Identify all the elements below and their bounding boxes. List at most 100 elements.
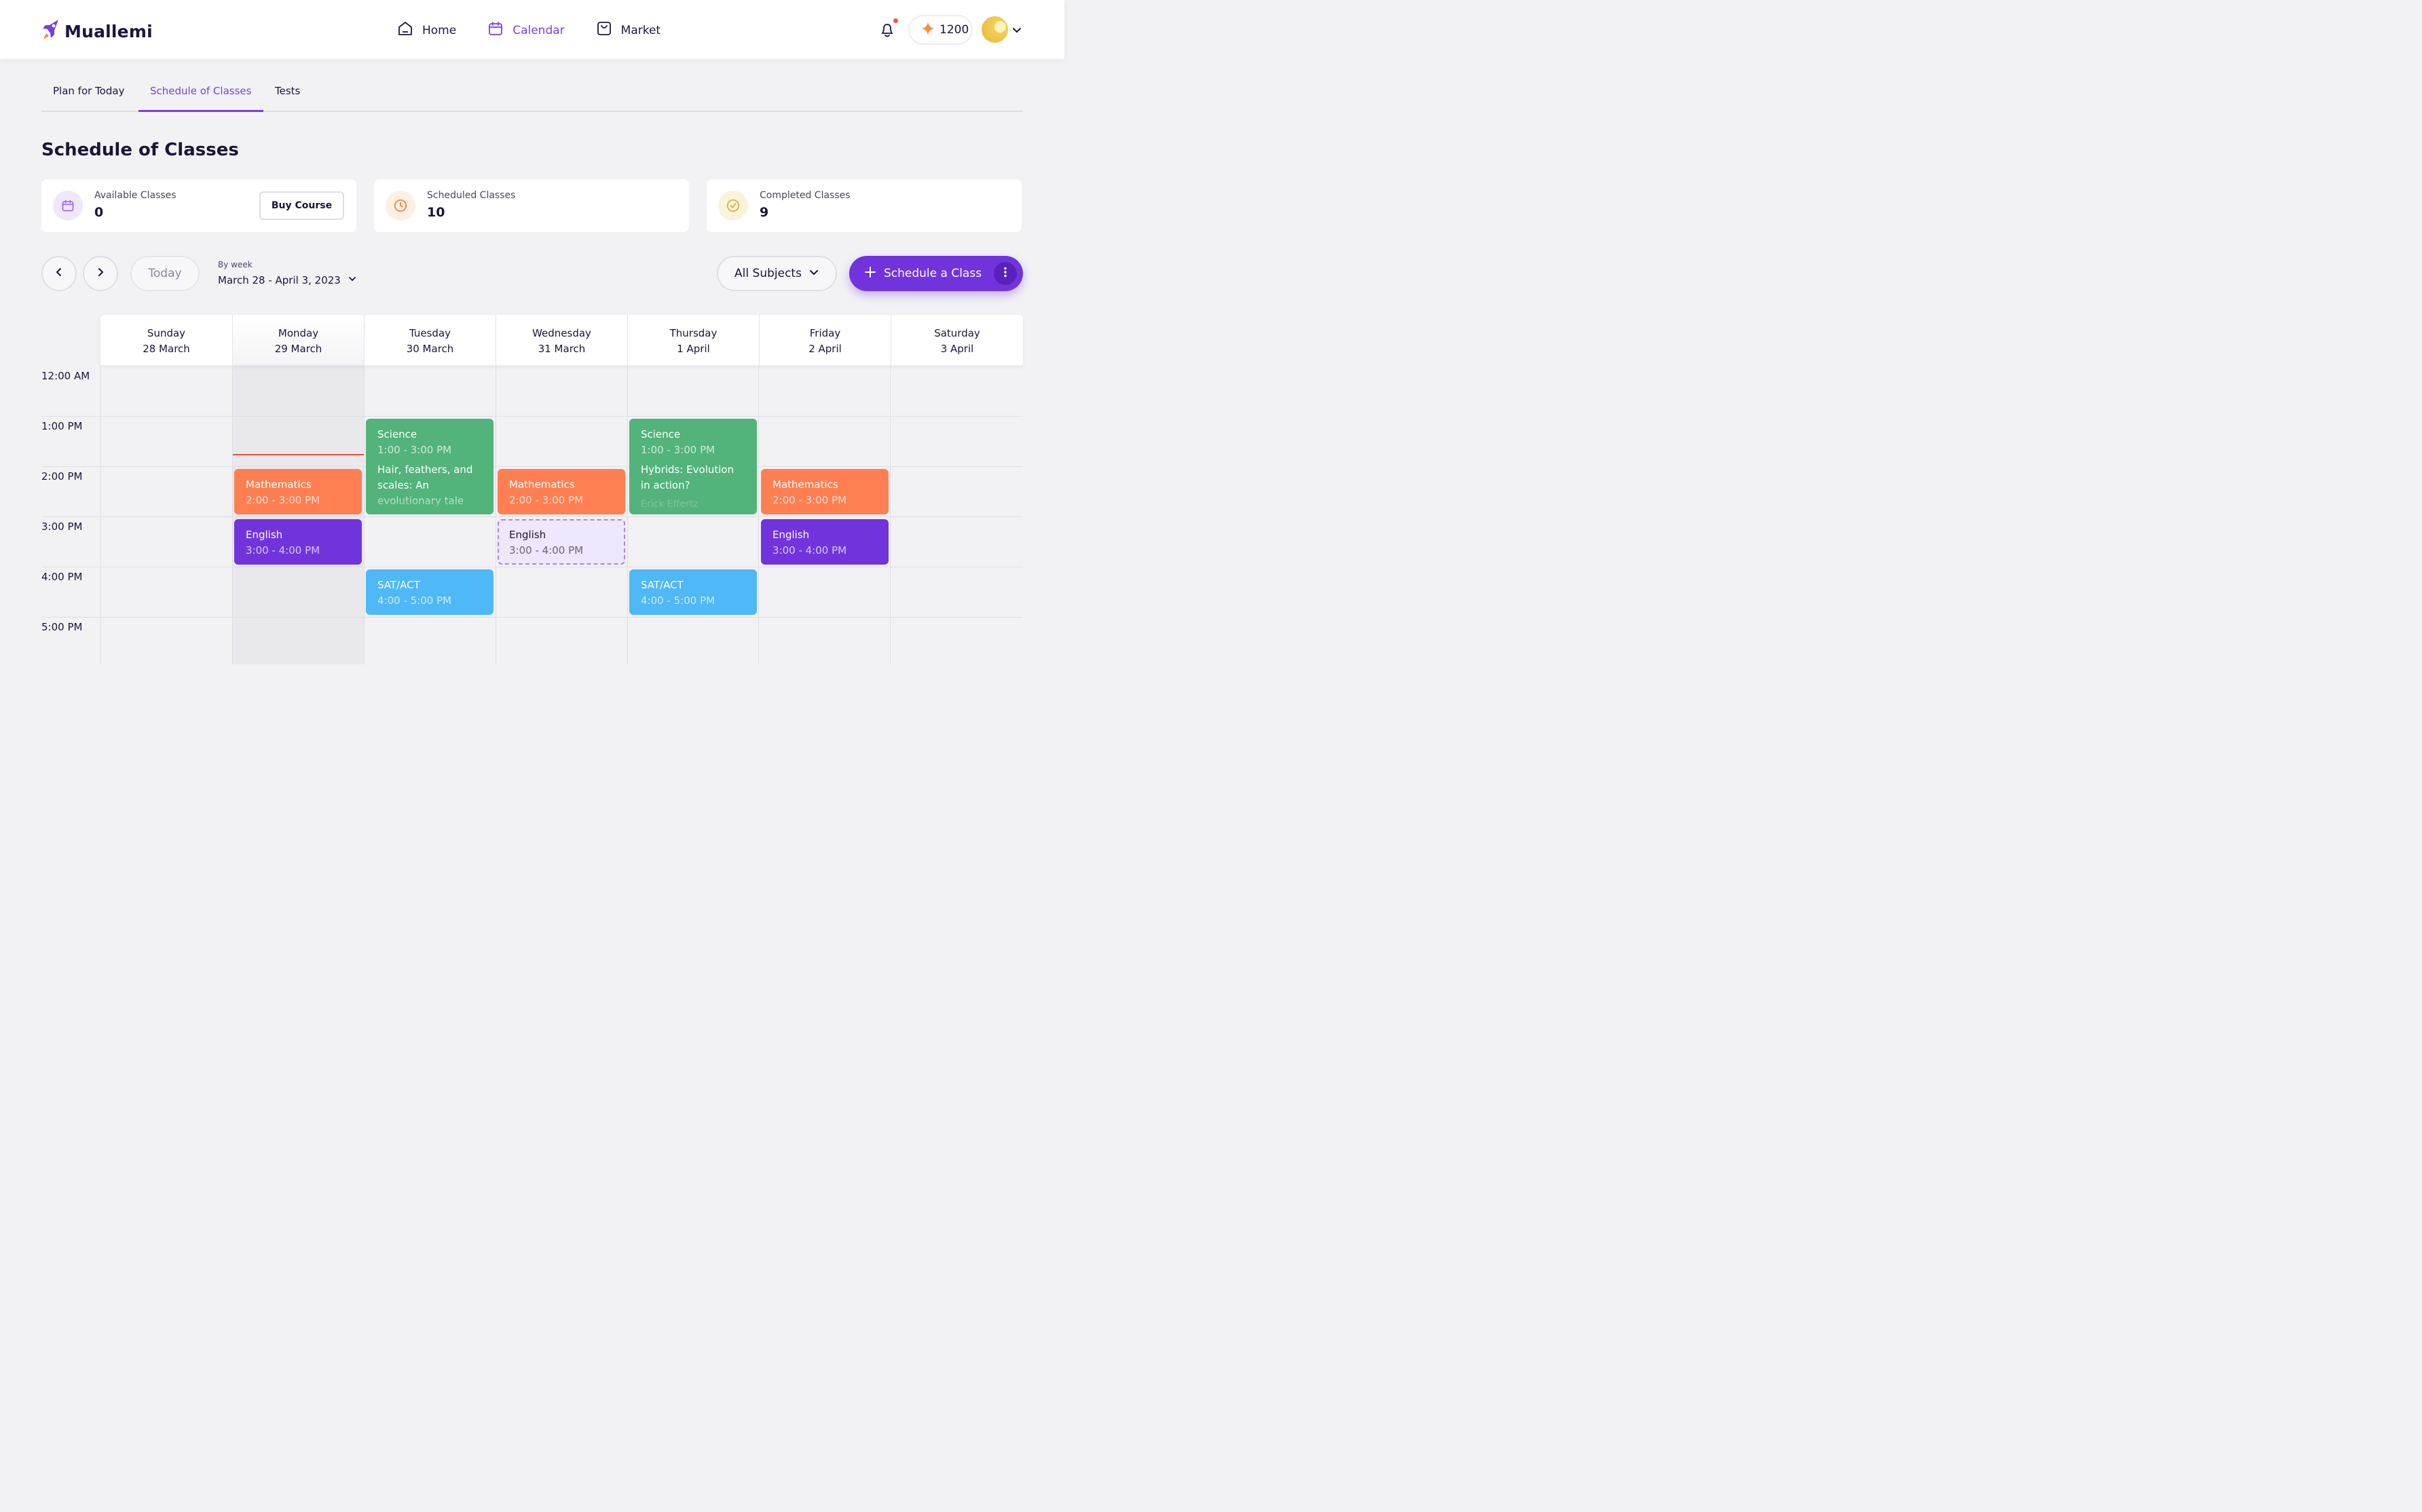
event-time: 2:00 - 3:00 PM [772, 494, 847, 506]
day-date: 1 April [677, 343, 710, 355]
event-title: English [246, 529, 283, 541]
day-header-friday[interactable]: Friday 2 April [759, 315, 891, 365]
calendar-icon [487, 20, 513, 40]
grid-line [41, 516, 1023, 517]
subjects-filter-label: All Subjects [734, 267, 802, 280]
event-time: 4:00 - 5:00 PM [641, 594, 715, 607]
grid-column-line [364, 365, 365, 664]
time-label: 4:00 PM [41, 571, 83, 583]
calendar-header: Sunday 28 March Monday 29 March Tuesday … [100, 315, 1023, 365]
top-bar: Muallemi Home Calendar [0, 0, 1064, 59]
grid-column-line [100, 365, 101, 664]
chevron-left-icon [54, 267, 64, 280]
day-name: Sunday [147, 327, 186, 339]
home-icon [397, 20, 422, 40]
event-teacher: Erick Effertz [641, 499, 698, 510]
buy-course-button[interactable]: Buy Course [259, 191, 344, 220]
class-event-english[interactable]: English 3:00 - 4:00 PM [234, 519, 362, 565]
more-options-button[interactable] [994, 262, 1017, 285]
nav-market-label: Market [620, 23, 661, 37]
tab-tests[interactable]: Tests [275, 85, 301, 97]
text-fade [366, 490, 493, 514]
subjects-filter[interactable]: All Subjects [717, 256, 837, 291]
day-name: Thursday [669, 327, 718, 339]
nav-market[interactable]: Market [596, 20, 660, 40]
event-title: SAT/ACT [641, 579, 684, 591]
grid-column-line [758, 365, 759, 664]
day-header-tuesday[interactable]: Tuesday 30 March [364, 315, 496, 365]
time-label: 2:00 PM [41, 470, 83, 483]
tab-schedule-of-classes[interactable]: Schedule of Classes [150, 85, 252, 97]
event-time: 3:00 - 4:00 PM [772, 544, 847, 556]
available-classes-card: Available Classes 0 Buy Course [41, 179, 356, 232]
day-header-monday[interactable]: Monday 29 March [232, 315, 364, 365]
class-event-mathematics[interactable]: Mathematics 2:00 - 3:00 PM [498, 469, 625, 514]
class-event-mathematics[interactable]: Mathematics 2:00 - 3:00 PM [234, 469, 362, 514]
grid-line [41, 466, 1023, 467]
time-label: 5:00 PM [41, 621, 83, 633]
grid-column-line [627, 365, 628, 664]
available-classes-label: Available Classes [94, 190, 176, 201]
tab-plan-for-today[interactable]: Plan for Today [53, 85, 125, 97]
calendar-icon [53, 191, 83, 221]
avatar[interactable] [982, 16, 1008, 43]
grid-line [41, 416, 1023, 417]
day-date: 30 March [406, 343, 454, 355]
week-range-label: March 28 - April 3, 2023 [218, 274, 341, 286]
chevron-down-icon [341, 274, 357, 286]
schedule-class-label: Schedule a Class [884, 267, 982, 280]
completed-classes-label: Completed Classes [760, 190, 851, 201]
event-time: 2:00 - 3:00 PM [509, 494, 584, 506]
plus-icon [864, 266, 876, 282]
week-view-caption: By week [218, 260, 253, 269]
bell-icon [878, 24, 897, 42]
day-header-thursday[interactable]: Thursday 1 April [627, 315, 759, 365]
page-title: Schedule of Classes [41, 140, 239, 160]
current-day-column [233, 365, 364, 664]
class-event-science[interactable]: Science 1:00 - 3:00 PM Hybrids: Evolutio… [629, 419, 757, 514]
class-event-mathematics[interactable]: Mathematics 2:00 - 3:00 PM [761, 469, 889, 514]
day-header-saturday[interactable]: Saturday 3 April [891, 315, 1023, 365]
day-header-sunday[interactable]: Sunday 28 March [100, 315, 232, 365]
nav-calendar[interactable]: Calendar [487, 20, 565, 40]
class-event-sat-act[interactable]: SAT/ACT 4:00 - 5:00 PM [366, 569, 493, 615]
today-button[interactable]: Today [130, 256, 200, 291]
day-name: Friday [809, 327, 841, 339]
class-event-english[interactable]: English 3:00 - 4:00 PM [761, 519, 889, 565]
points-balance[interactable]: 1200 [908, 15, 973, 45]
class-event-sat-act[interactable]: SAT/ACT 4:00 - 5:00 PM [629, 569, 757, 615]
completed-classes-value: 9 [760, 205, 769, 220]
event-time: 3:00 - 4:00 PM [246, 544, 320, 556]
event-title: Mathematics [772, 478, 838, 491]
rocket-icon [41, 18, 60, 44]
event-time: 1:00 - 3:00 PM [377, 444, 452, 456]
day-date: 3 April [940, 343, 974, 355]
class-event-english-pending[interactable]: English 3:00 - 4:00 PM [498, 519, 625, 565]
previous-week-button[interactable] [41, 256, 77, 291]
day-header-wednesday[interactable]: Wednesday 31 March [496, 315, 627, 365]
app-name: Muallemi [64, 21, 153, 41]
time-label: 12:00 AM [41, 370, 90, 382]
nav-home[interactable]: Home [397, 20, 456, 40]
active-tab-indicator [138, 110, 263, 112]
grid-line [41, 617, 1023, 618]
chevron-down-icon[interactable] [1012, 25, 1022, 38]
points-value: 1200 [939, 23, 969, 37]
event-title: Mathematics [246, 478, 312, 491]
day-date: 31 March [538, 343, 586, 355]
notification-dot [893, 18, 898, 23]
class-event-science[interactable]: Science 1:00 - 3:00 PM Hair, feathers, a… [366, 419, 493, 514]
nav-home-label: Home [422, 23, 457, 37]
grid-column-line [232, 365, 233, 664]
event-time: 1:00 - 3:00 PM [641, 444, 715, 456]
next-week-button[interactable] [83, 256, 118, 291]
day-name: Tuesday [409, 327, 451, 339]
sub-tabs: Plan for Today Schedule of Classes Tests [41, 76, 1023, 112]
event-time: 4:00 - 5:00 PM [377, 594, 452, 607]
day-date: 28 March [143, 343, 190, 355]
app-logo[interactable]: Muallemi [41, 18, 153, 44]
week-range-select[interactable]: March 28 - April 3, 2023 [218, 274, 357, 286]
kebab-icon [1003, 267, 1007, 280]
scheduled-classes-value: 10 [427, 205, 445, 220]
notifications-button[interactable] [878, 18, 898, 42]
